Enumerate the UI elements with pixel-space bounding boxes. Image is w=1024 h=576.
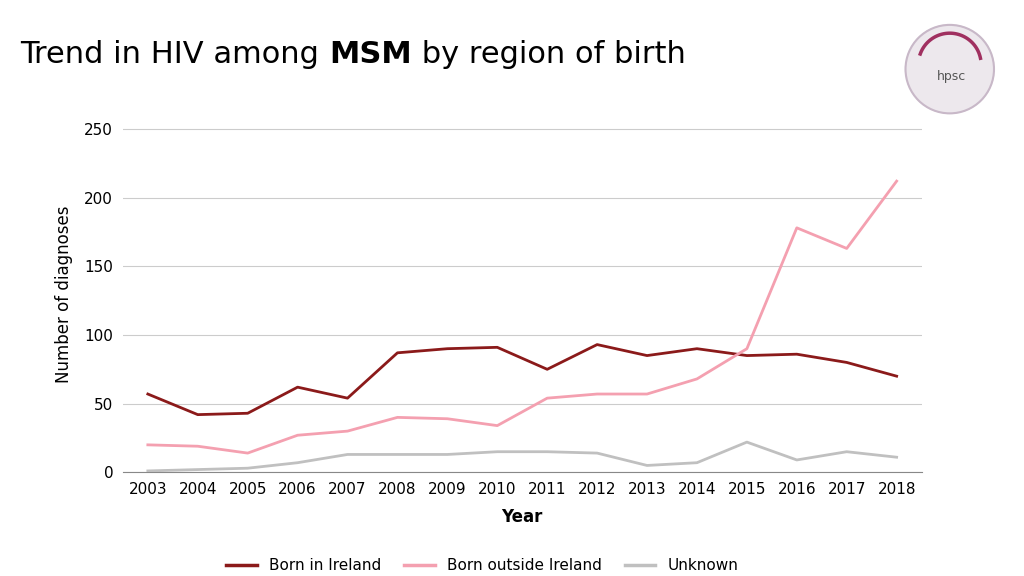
Text: Trend in HIV among: Trend in HIV among [20,40,329,69]
Text: by region of birth: by region of birth [412,40,686,69]
Text: hpsc: hpsc [937,70,967,83]
Text: MSM: MSM [329,40,412,69]
Text: 9: 9 [983,554,993,571]
Y-axis label: Number of diagnoses: Number of diagnoses [55,205,73,382]
Legend: Born in Ireland, Born outside Ireland, Unknown: Born in Ireland, Born outside Ireland, U… [220,552,744,576]
Circle shape [905,25,994,113]
X-axis label: Year: Year [502,508,543,526]
